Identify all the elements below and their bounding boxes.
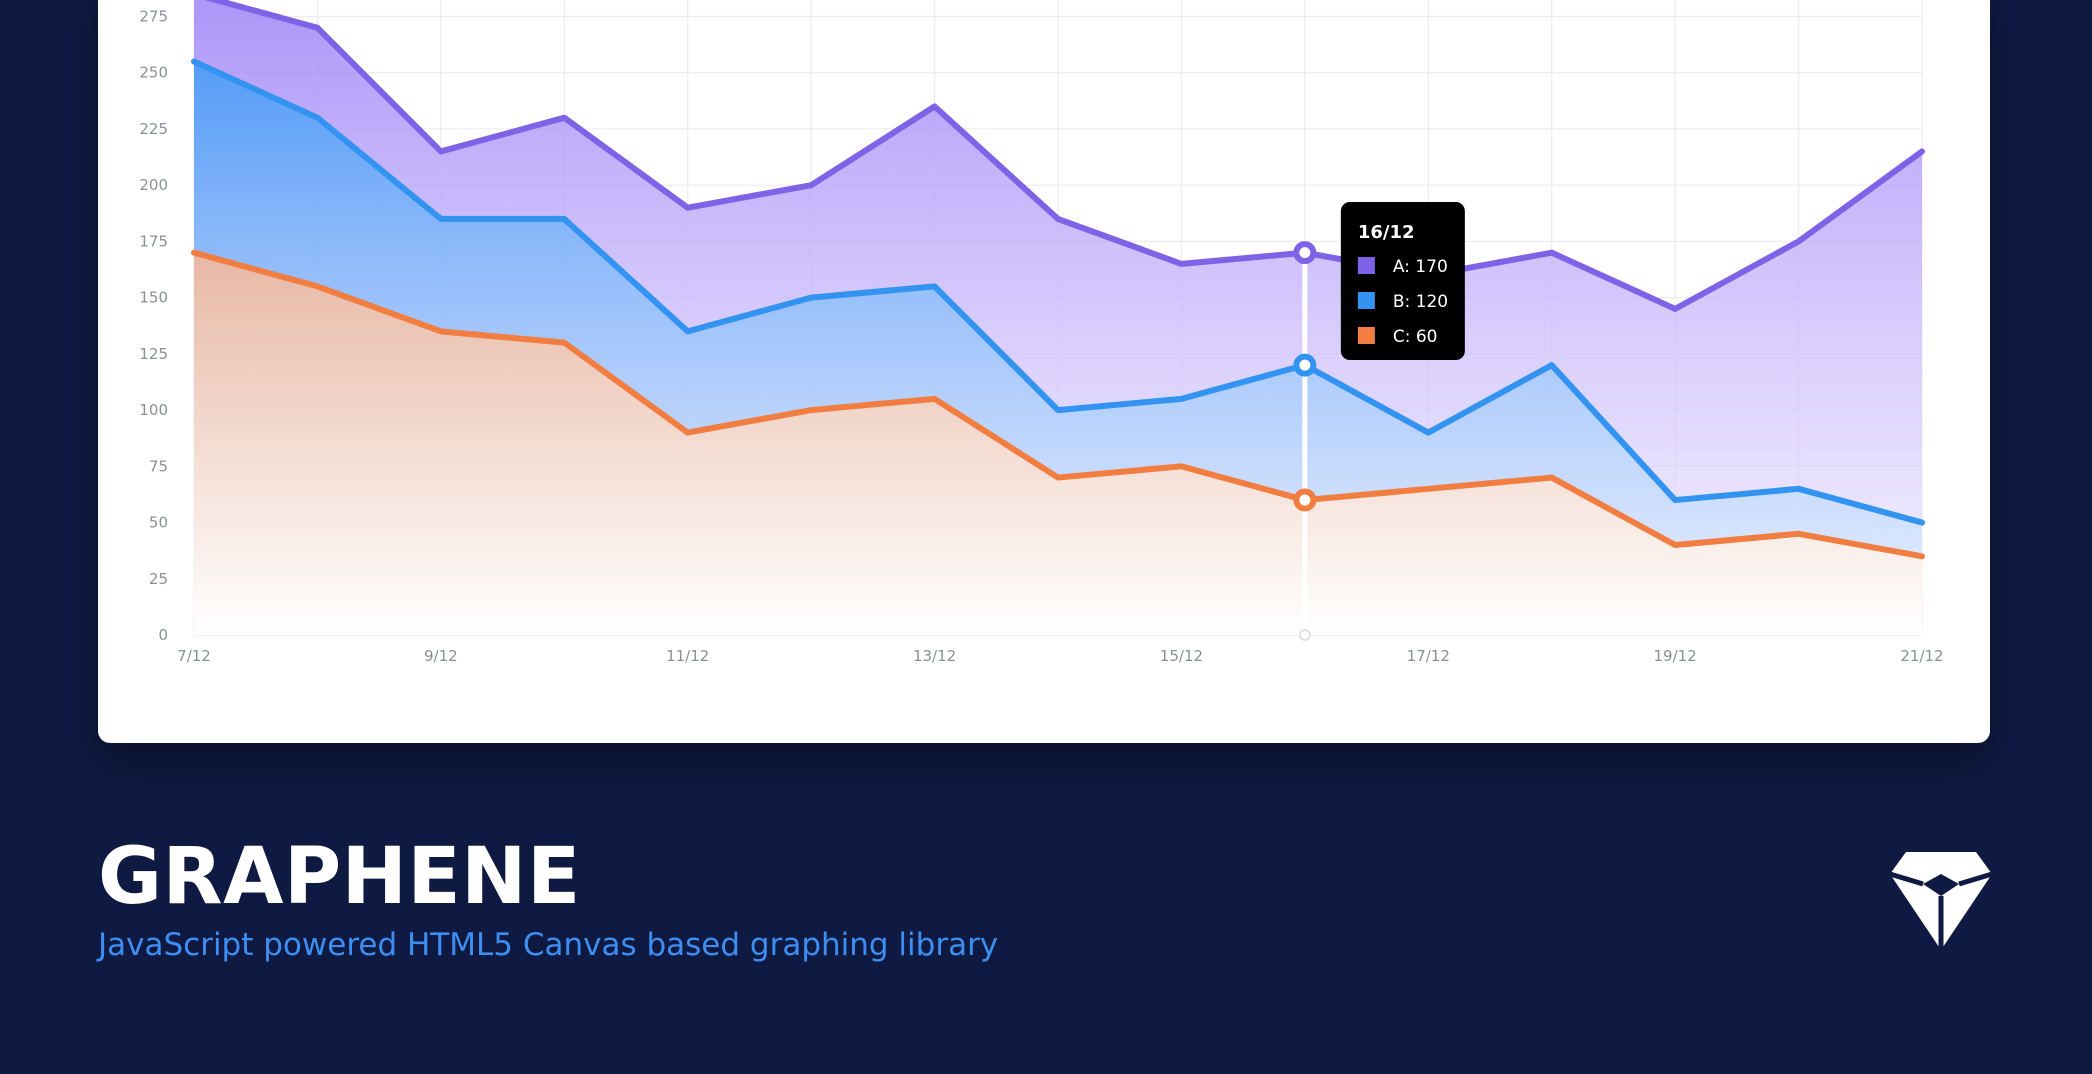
tooltip-swatch-b <box>1357 292 1375 309</box>
y-tick-label: 225 <box>139 120 168 138</box>
hover-point-a[interactable] <box>1293 241 1317 265</box>
tooltip: 16/12 A: 170 B: 120 C: 60 <box>1340 202 1465 360</box>
y-tick-label: 0 <box>158 626 168 644</box>
tooltip-swatch-c <box>1357 327 1375 344</box>
tooltip-background <box>1340 202 1465 360</box>
y-tick-label: 50 <box>149 514 168 532</box>
brand-title: GRAPHENE <box>98 832 581 922</box>
line-a[interactable] <box>194 0 1925 312</box>
tooltip-row-a: A: 170 <box>1393 257 1448 277</box>
y-tick-label: 250 <box>139 64 168 82</box>
area-c <box>194 252 1922 635</box>
tooltip-row-c: C: 60 <box>1393 327 1438 347</box>
y-tick-label: 175 <box>139 232 168 250</box>
tooltip-rows: A: 170 B: 120 C: 60 <box>1357 257 1448 347</box>
brand-subtitle: JavaScript powered HTML5 Canvas based gr… <box>98 927 999 963</box>
y-tick-label: 25 <box>149 570 168 588</box>
y-tick-label: 100 <box>139 401 168 419</box>
hover-point-c[interactable] <box>1293 488 1317 512</box>
area-chart[interactable]: 0 25 50 75 100 125 150 175 200 225 250 275 7/12 9/12 1… <box>98 0 1990 743</box>
x-tick-label: 9/12 <box>424 647 458 665</box>
y-tick-label: 200 <box>139 176 168 194</box>
y-tick-label: 75 <box>149 457 168 475</box>
tooltip-swatch-a <box>1357 257 1375 274</box>
x-tick-label: 11/12 <box>666 647 709 665</box>
hover-indicator <box>1293 241 1317 641</box>
tooltip-title: 16/12 <box>1358 222 1415 243</box>
chart-card: 0 25 50 75 100 125 150 175 200 225 250 275 7/12 9/12 1… <box>98 0 1990 743</box>
series-lines <box>191 0 1925 560</box>
x-tick-label: 15/12 <box>1160 647 1203 665</box>
x-tick-label: 13/12 <box>913 647 956 665</box>
x-tick-label: 7/12 <box>177 647 211 665</box>
y-tick-label: 150 <box>139 289 168 307</box>
line-c[interactable] <box>191 249 1925 560</box>
diamond-gem-icon <box>1890 852 1992 950</box>
y-tick-label: 275 <box>139 7 168 25</box>
series-areas <box>194 0 1922 635</box>
x-tick-label: 21/12 <box>1900 647 1943 665</box>
hover-point-b[interactable] <box>1293 353 1317 377</box>
hover-axis-marker <box>1299 629 1311 641</box>
tooltip-row-b: B: 120 <box>1393 292 1448 312</box>
axis-ticks: 0 25 50 75 100 125 150 175 200 225 250 275 7/12 9/12 1… <box>139 7 1943 665</box>
x-tick-label: 17/12 <box>1407 647 1450 665</box>
y-tick-label: 125 <box>139 345 168 363</box>
x-tick-label: 19/12 <box>1654 647 1697 665</box>
line-b[interactable] <box>191 58 1925 526</box>
